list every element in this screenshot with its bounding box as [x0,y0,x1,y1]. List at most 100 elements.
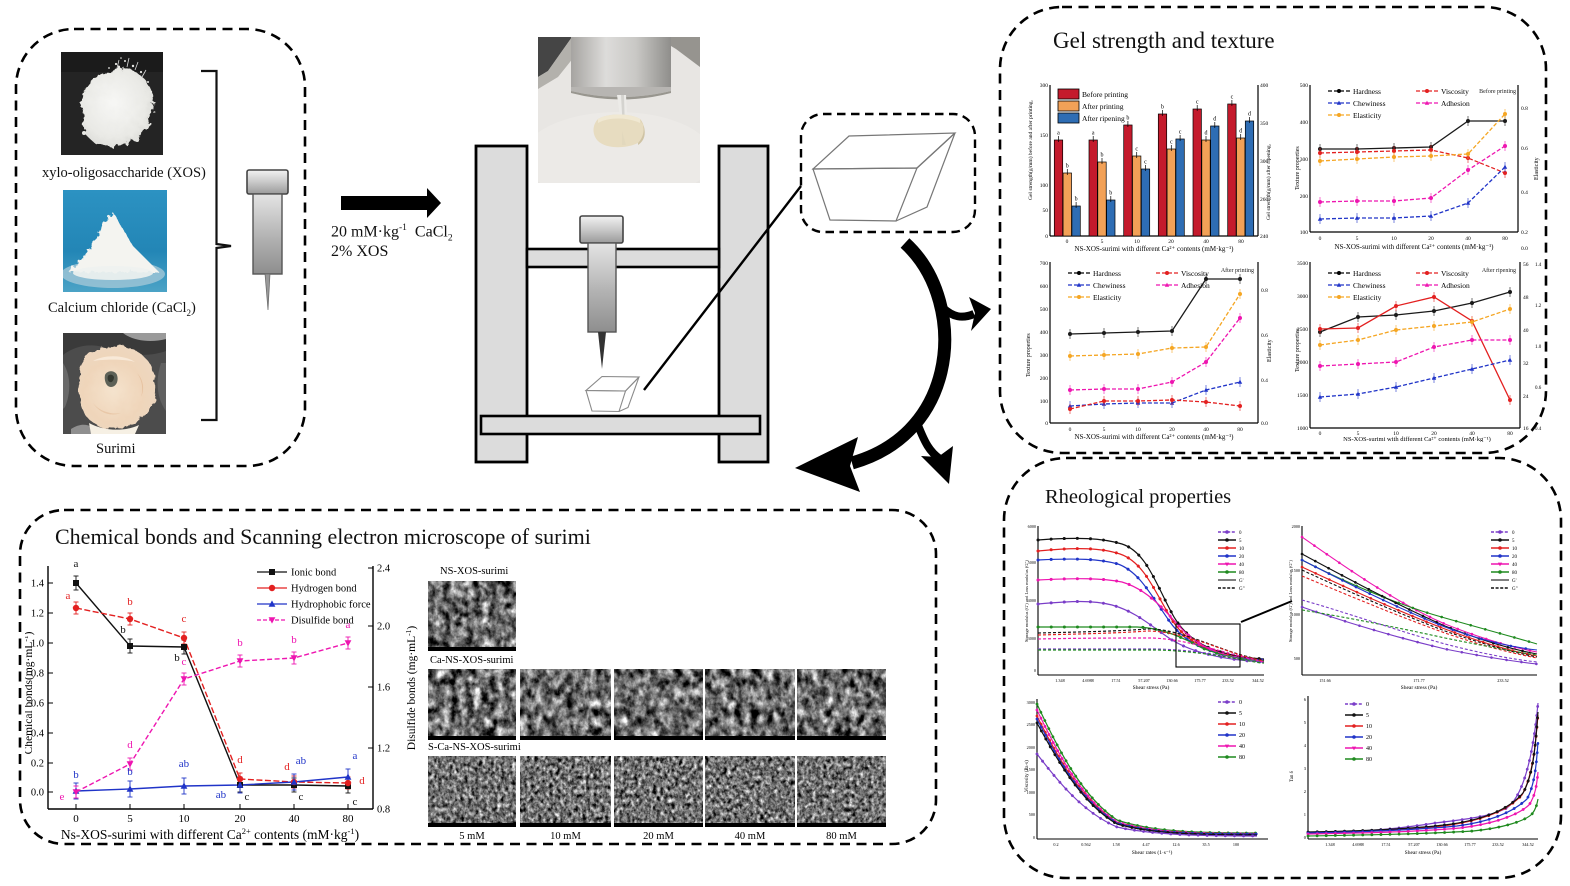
svg-text:1.58: 1.58 [1112,842,1119,847]
svg-text:10: 10 [1393,431,1399,437]
svg-text:4: 4 [1304,743,1307,748]
svg-text:Viscosity: Viscosity [1441,87,1469,96]
svg-text:40: 40 [1203,239,1209,245]
svg-text:b: b [237,637,243,649]
svg-text:500: 500 [1029,812,1035,817]
svg-text:5: 5 [1356,236,1359,242]
svg-text:Before printing: Before printing [1082,90,1128,99]
svg-text:400: 400 [1300,120,1309,126]
svg-text:a: a [1092,131,1095,137]
svg-text:0.8: 0.8 [377,805,390,816]
svg-text:After printing: After printing [1221,267,1254,274]
svg-text:600: 600 [1040,284,1049,290]
svg-text:57.207: 57.207 [1138,678,1150,683]
svg-text:5: 5 [1239,711,1242,717]
svg-text:Hydrogen bond: Hydrogen bond [291,584,357,595]
svg-text:e: e [60,791,65,803]
svg-text:S-Ca-NS-XOS-surimi: S-Ca-NS-XOS-surimi [428,742,521,753]
svg-text:175.77: 175.77 [1194,678,1206,683]
svg-text:0.8: 0.8 [1521,106,1528,112]
svg-text:0: 0 [73,813,79,825]
svg-text:0.0: 0.0 [1521,246,1528,252]
svg-text:1.2: 1.2 [377,744,390,755]
svg-text:Hardness: Hardness [1353,87,1381,96]
svg-text:0.4: 0.4 [1521,190,1528,196]
svg-text:Chewiness: Chewiness [1353,281,1386,290]
svg-text:0: 0 [1069,427,1072,433]
svg-text:1.6: 1.6 [377,683,390,694]
svg-text:b: b [1126,116,1129,122]
svg-text:2500: 2500 [1027,722,1035,727]
svg-text:40: 40 [1523,328,1529,334]
svg-text:100: 100 [1040,399,1049,405]
svg-text:0: 0 [1512,531,1515,536]
svg-text:0.6: 0.6 [1521,146,1528,152]
svg-text:344.52: 344.52 [1522,842,1534,847]
svg-text:17.51: 17.51 [1111,678,1120,683]
svg-text:0: 0 [1066,239,1069,245]
svg-text:Storage modulus (G′) and Loss: Storage modulus (G′) and Loss modulus (G… [1288,560,1293,642]
svg-text:0.4: 0.4 [31,729,45,740]
svg-text:d: d [1205,131,1208,137]
svg-text:2000: 2000 [1297,360,1308,366]
svg-text:0: 0 [1045,421,1048,427]
svg-text:175.77: 175.77 [1464,842,1476,847]
svg-text:10: 10 [1239,547,1245,552]
svg-text:20: 20 [1239,733,1245,739]
svg-text:d: d [127,739,133,751]
svg-text:0.2: 0.2 [1521,230,1528,236]
svg-text:0: 0 [1239,531,1242,536]
svg-text:2000: 2000 [1292,524,1300,529]
svg-text:2500: 2500 [1297,327,1308,333]
svg-text:0: 0 [1319,431,1322,437]
svg-text:Gel strength(g/mm) after ripen: Gel strength(g/mm) after ripening, [1265,143,1272,220]
svg-text:Before printing: Before printing [1479,88,1516,95]
svg-text:300: 300 [1300,157,1309,163]
svg-text:c: c [353,796,358,808]
svg-text:1.348: 1.348 [1055,678,1064,683]
svg-text:Hydrophobic force: Hydrophobic force [291,600,371,611]
svg-text:After printing: After printing [1082,102,1124,111]
svg-text:3: 3 [1304,766,1307,771]
svg-text:80: 80 [1239,571,1245,576]
svg-text:0: 0 [1319,236,1322,242]
svg-text:c: c [1170,140,1173,146]
svg-text:130.66: 130.66 [1436,842,1448,847]
svg-text:NS-XOS-surimi: NS-XOS-surimi [440,566,508,577]
svg-text:d: d [1248,112,1251,118]
svg-text:20: 20 [1239,555,1245,560]
svg-text:5: 5 [1366,713,1369,719]
svg-text:10: 10 [1512,547,1518,552]
svg-text:Adhesion: Adhesion [1441,99,1470,108]
svg-text:Hardness: Hardness [1353,269,1381,278]
svg-text:344.52: 344.52 [1252,678,1264,683]
svg-text:Elasticity: Elasticity [1267,339,1273,362]
svg-text:G": G" [1239,587,1245,592]
svg-text:Elasticity: Elasticity [1093,293,1122,302]
svg-text:Elasticity: Elasticity [1353,293,1382,302]
svg-text:0.4: 0.4 [1535,427,1542,432]
svg-text:1.348: 1.348 [1325,842,1334,847]
svg-text:500: 500 [1300,83,1309,89]
svg-text:b: b [127,766,133,778]
svg-text:NS-XOS-surimi with different C: NS-XOS-surimi with different Ca²⁺ conten… [1074,245,1234,253]
svg-text:1000: 1000 [1297,426,1308,432]
svg-text:d: d [284,761,290,773]
svg-text:35.5: 35.5 [1202,842,1209,847]
svg-text:80: 80 [1512,571,1518,576]
svg-text:48: 48 [1523,295,1529,301]
svg-text:20: 20 [1168,239,1174,245]
svg-text:20: 20 [1512,555,1518,560]
svg-text:5 mM: 5 mM [459,831,485,842]
svg-text:3000: 3000 [1028,636,1036,641]
svg-text:Texture properties: Texture properties [1026,333,1032,377]
svg-text:Adhesion: Adhesion [1441,281,1470,290]
svg-text:5: 5 [1101,239,1104,245]
svg-text:0.562: 0.562 [1081,842,1090,847]
svg-text:200: 200 [1040,376,1049,382]
svg-text:100: 100 [1300,230,1309,236]
svg-text:Gel strength(g/mm) before and: Gel strength(g/mm) before and after prin… [1027,99,1034,200]
svg-text:40: 40 [289,813,301,825]
svg-text:100: 100 [1233,842,1239,847]
svg-text:ab: ab [216,789,227,801]
